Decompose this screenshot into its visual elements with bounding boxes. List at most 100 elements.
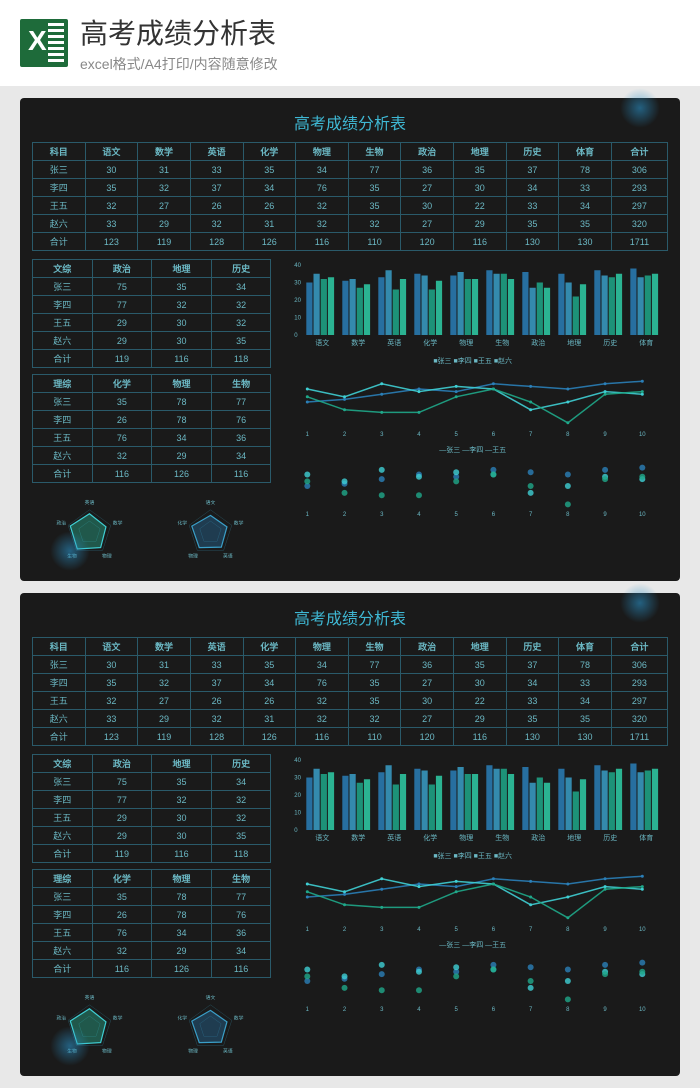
table-cell: 22 xyxy=(454,692,507,710)
table-cell: 75 xyxy=(92,278,152,296)
table-cell: 35 xyxy=(211,827,271,845)
table-row: 赵六293035 xyxy=(33,332,271,350)
data-table: 文综政治地理历史张三753534李四773232王五293032赵六293035… xyxy=(32,259,271,368)
table-cell: 22 xyxy=(454,197,507,215)
table-cell: 33 xyxy=(559,179,612,197)
table-cell: 35 xyxy=(85,674,138,692)
table-cell: 36 xyxy=(211,429,271,447)
table-cell: 78 xyxy=(559,161,612,179)
table-cell: 30 xyxy=(152,827,212,845)
table-cell: 35 xyxy=(348,197,401,215)
svg-text:2: 2 xyxy=(343,512,347,517)
table-cell: 35 xyxy=(92,393,152,411)
table-row: 赵六33293231323227293535320 xyxy=(33,710,668,728)
table-cell: 30 xyxy=(401,197,454,215)
table-cell: 36 xyxy=(401,161,454,179)
svg-text:5: 5 xyxy=(455,927,459,933)
svg-text:语文: 语文 xyxy=(316,833,330,842)
table-cell: 78 xyxy=(152,906,212,924)
table-header: 生物 xyxy=(348,638,401,656)
data-table: 理综化学物理生物张三357877李四267876王五763436赵六322934… xyxy=(32,374,271,483)
svg-text:1: 1 xyxy=(306,1007,310,1012)
table-row: 王五293032 xyxy=(33,314,271,332)
table-cell: 306 xyxy=(611,656,667,674)
table-row: 张三357877 xyxy=(33,888,271,906)
table-header: 英语 xyxy=(190,143,243,161)
svg-text:英语: 英语 xyxy=(388,833,402,842)
table-cell: 27 xyxy=(401,179,454,197)
table-cell: 26 xyxy=(190,197,243,215)
table-cell: 29 xyxy=(92,332,152,350)
svg-text:数学: 数学 xyxy=(352,833,366,842)
table-cell: 116 xyxy=(92,465,152,483)
svg-text:英语: 英语 xyxy=(223,553,233,560)
table-header: 生物 xyxy=(348,143,401,161)
table-cell: 35 xyxy=(559,215,612,233)
table-cell: 32 xyxy=(211,314,271,332)
table-cell: 34 xyxy=(211,773,271,791)
table-cell: 29 xyxy=(454,215,507,233)
table-cell: 34 xyxy=(211,447,271,465)
table-cell: 32 xyxy=(152,296,212,314)
table-cell: 35 xyxy=(152,278,212,296)
table-cell: 32 xyxy=(296,710,349,728)
scatter-chart: 12345678910 xyxy=(277,457,668,517)
table-cell: 76 xyxy=(92,924,152,942)
svg-text:8: 8 xyxy=(567,1007,571,1012)
table-row: 合计116126116 xyxy=(33,960,271,978)
table-header: 历史 xyxy=(211,260,271,278)
table-cell: 27 xyxy=(138,197,191,215)
svg-text:政治: 政治 xyxy=(56,520,66,527)
table-header: 物理 xyxy=(152,375,212,393)
table-cell: 34 xyxy=(296,161,349,179)
table-row: 合计1231191281261161101201161301301711 xyxy=(33,728,668,746)
table-cell: 35 xyxy=(348,179,401,197)
dashboard: 高考成绩分析表科目语文数学英语化学物理生物政治地理历史体育合计张三3031333… xyxy=(20,593,680,1076)
table-cell: 27 xyxy=(401,674,454,692)
table-cell: 32 xyxy=(92,942,152,960)
table-header: 科目 xyxy=(33,143,86,161)
table-cell: 32 xyxy=(138,674,191,692)
table-cell: 30 xyxy=(85,656,138,674)
svg-text:数学: 数学 xyxy=(234,1015,244,1022)
table-row: 李四773232 xyxy=(33,296,271,314)
table-header: 生物 xyxy=(211,375,271,393)
legend-line: —张三 —李四 —王五 xyxy=(277,940,668,950)
table-cell: 赵六 xyxy=(33,215,86,233)
table-cell: 34 xyxy=(296,656,349,674)
svg-text:3: 3 xyxy=(380,512,384,517)
table-cell: 31 xyxy=(138,161,191,179)
table-header: 物理 xyxy=(296,143,349,161)
table-cell: 31 xyxy=(243,215,296,233)
table-cell: 29 xyxy=(138,215,191,233)
svg-text:6: 6 xyxy=(492,927,496,933)
dashboard: 高考成绩分析表科目语文数学英语化学物理生物政治地理历史体育合计张三3031333… xyxy=(20,98,680,581)
legend-bar: ■张三 ■李四 ■王五 ■赵六 xyxy=(277,851,668,861)
svg-text:化学: 化学 xyxy=(177,1015,187,1022)
table-cell: 116 xyxy=(296,728,349,746)
table-row: 张三30313335347736353778306 xyxy=(33,161,668,179)
table-cell: 293 xyxy=(611,179,667,197)
svg-text:9: 9 xyxy=(604,432,608,438)
table-cell: 26 xyxy=(92,906,152,924)
table-cell: 320 xyxy=(611,215,667,233)
excel-icon xyxy=(20,19,68,67)
table-cell: 130 xyxy=(506,233,559,251)
svg-text:7: 7 xyxy=(529,927,533,933)
svg-text:1: 1 xyxy=(306,512,310,517)
table-row: 王五32272626323530223334297 xyxy=(33,692,668,710)
table-cell: 33 xyxy=(190,656,243,674)
svg-text:5: 5 xyxy=(455,512,459,517)
table-cell: 116 xyxy=(454,728,507,746)
svg-text:9: 9 xyxy=(604,927,608,933)
table-header: 文综 xyxy=(33,755,93,773)
table-cell: 30 xyxy=(152,314,212,332)
table-cell: 30 xyxy=(454,674,507,692)
svg-text:4: 4 xyxy=(418,512,422,517)
table-cell: 33 xyxy=(190,161,243,179)
table-cell: 118 xyxy=(211,845,271,863)
table-row: 合计119116118 xyxy=(33,350,271,368)
svg-text:8: 8 xyxy=(567,927,571,933)
table-cell: 116 xyxy=(211,960,271,978)
table-cell: 130 xyxy=(559,728,612,746)
